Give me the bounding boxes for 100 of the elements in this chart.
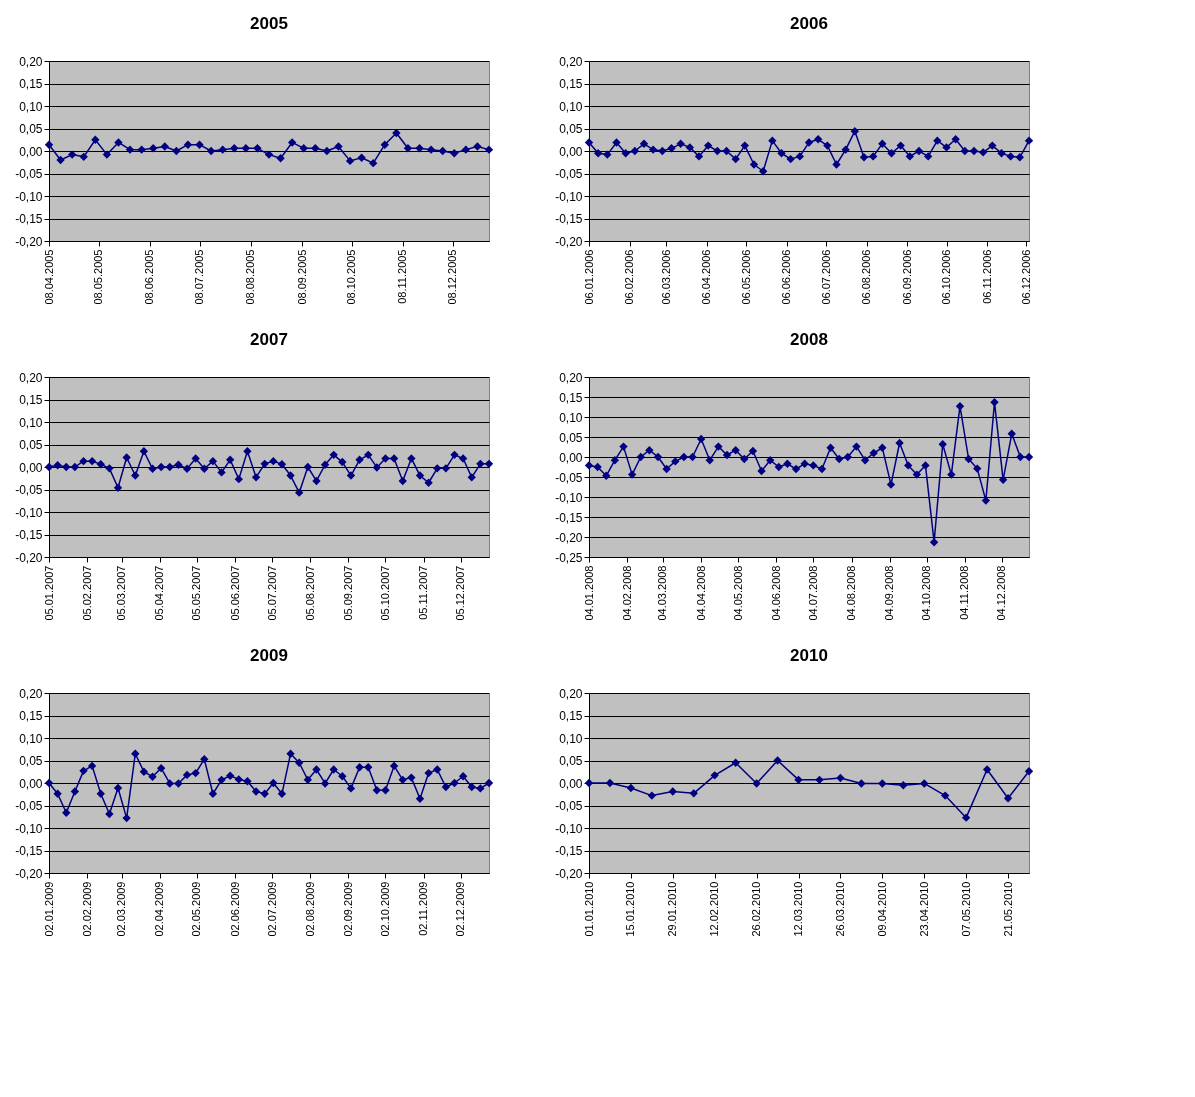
point bbox=[217, 775, 226, 785]
x-tick-label: 05.08.2007 bbox=[303, 565, 316, 621]
point bbox=[647, 791, 657, 800]
y-tick-label: -0,10 bbox=[15, 821, 43, 836]
point bbox=[584, 138, 594, 147]
point bbox=[627, 470, 637, 479]
point bbox=[1024, 136, 1034, 145]
point bbox=[96, 460, 105, 469]
x-tick-label: 04.07.2008 bbox=[806, 565, 819, 621]
point bbox=[671, 457, 680, 466]
x-tick-label: 21.05.2010 bbox=[1001, 881, 1014, 937]
y-tick-label: 0,10 bbox=[19, 415, 43, 430]
point bbox=[200, 754, 209, 764]
point bbox=[859, 153, 869, 162]
x-tick-label: 05.01.2007 bbox=[42, 565, 55, 621]
point bbox=[895, 438, 904, 448]
x-tick-label: 02.12.2009 bbox=[454, 881, 467, 937]
point bbox=[593, 462, 602, 472]
point bbox=[1015, 153, 1025, 162]
point bbox=[791, 464, 801, 474]
x-tick-label: 02.01.2009 bbox=[42, 881, 55, 937]
point bbox=[685, 143, 695, 152]
point bbox=[380, 140, 389, 149]
point bbox=[329, 765, 338, 774]
x-tick-label: 05.03.2007 bbox=[115, 565, 128, 621]
x-tick-label: 02.10.2009 bbox=[378, 881, 391, 937]
point bbox=[869, 448, 878, 458]
point bbox=[122, 453, 131, 462]
point bbox=[619, 442, 628, 451]
y-tick-label: -0,15 bbox=[15, 212, 43, 226]
y-tick-label: 0,10 bbox=[559, 99, 583, 114]
point bbox=[603, 150, 612, 159]
x-tick-label: 06.04.2006 bbox=[700, 249, 713, 305]
point bbox=[630, 146, 640, 156]
point bbox=[277, 460, 287, 469]
point bbox=[758, 167, 768, 176]
x-tick-label: 09.04.2010 bbox=[875, 881, 888, 937]
point bbox=[338, 772, 347, 781]
point bbox=[832, 160, 841, 169]
x-tick-label: 08.06.2005 bbox=[143, 249, 156, 305]
point bbox=[53, 789, 62, 798]
point bbox=[667, 144, 676, 153]
y-tick-label: 0,20 bbox=[559, 686, 583, 701]
point bbox=[621, 149, 630, 158]
point bbox=[79, 152, 88, 162]
x-tick-label: 02.02.2009 bbox=[80, 881, 93, 937]
point bbox=[62, 462, 71, 472]
x-tick-label: 04.04.2008 bbox=[694, 565, 707, 621]
x-tick-label: 29.01.2010 bbox=[666, 881, 679, 937]
point bbox=[355, 763, 364, 772]
y-tick-label: 0,10 bbox=[559, 410, 583, 425]
point bbox=[1006, 152, 1015, 161]
point bbox=[70, 787, 80, 796]
point bbox=[200, 464, 209, 473]
point bbox=[137, 145, 146, 154]
point bbox=[467, 473, 476, 482]
point bbox=[676, 139, 685, 148]
x-tick-label: 04.02.2008 bbox=[620, 565, 633, 621]
point bbox=[149, 144, 158, 153]
point bbox=[70, 462, 80, 472]
point bbox=[208, 789, 218, 798]
point bbox=[191, 768, 200, 778]
point bbox=[731, 758, 740, 767]
point bbox=[234, 474, 243, 484]
point bbox=[997, 149, 1006, 158]
point bbox=[905, 152, 915, 161]
point bbox=[768, 136, 777, 145]
x-tick-label: 05.10.2007 bbox=[378, 565, 391, 621]
point bbox=[960, 146, 970, 156]
point bbox=[105, 464, 114, 473]
y-tick-label: 0,05 bbox=[559, 122, 583, 136]
point bbox=[303, 462, 313, 472]
point bbox=[79, 766, 88, 776]
y-tick-label: -0,05 bbox=[555, 167, 583, 181]
x-tick-label: 08.04.2005 bbox=[42, 249, 55, 305]
point bbox=[645, 446, 654, 455]
point bbox=[904, 461, 913, 470]
point bbox=[338, 457, 347, 467]
point bbox=[773, 756, 782, 765]
x-tick-label: 04.03.2008 bbox=[656, 565, 669, 621]
point bbox=[605, 778, 615, 788]
point bbox=[450, 778, 459, 788]
point bbox=[990, 398, 999, 407]
x-tick-label: 06.11.2006 bbox=[980, 249, 993, 304]
point bbox=[964, 454, 973, 464]
point bbox=[653, 452, 663, 462]
point bbox=[843, 452, 853, 462]
point bbox=[407, 773, 416, 782]
point bbox=[1024, 767, 1034, 776]
point bbox=[612, 138, 621, 147]
point bbox=[969, 146, 979, 156]
y-tick-label: -0,20 bbox=[15, 550, 43, 565]
point bbox=[947, 470, 956, 479]
y-tick-label: -0,20 bbox=[555, 234, 583, 249]
y-tick-label: 0,05 bbox=[559, 430, 583, 445]
point bbox=[461, 145, 471, 154]
point bbox=[312, 476, 321, 486]
point bbox=[346, 471, 356, 480]
point bbox=[722, 146, 731, 156]
y-tick-label: 0,00 bbox=[19, 776, 43, 791]
